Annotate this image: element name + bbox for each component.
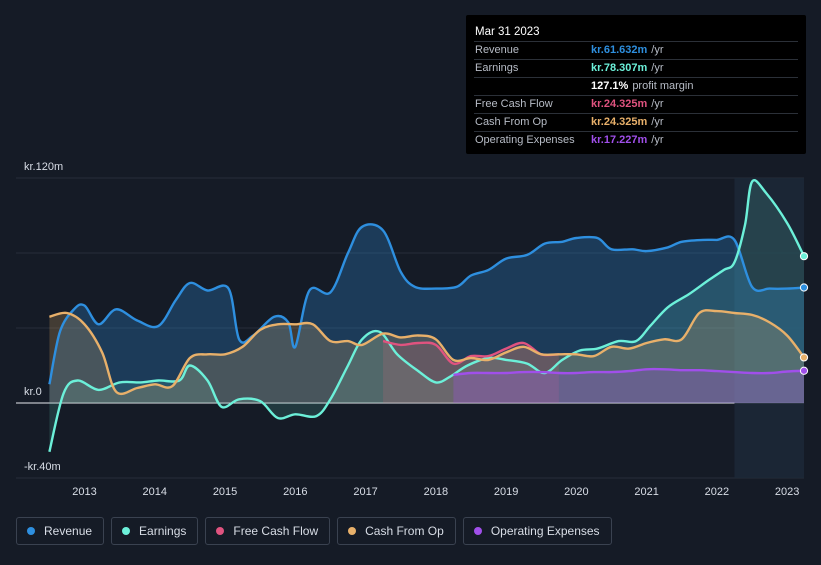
y-axis-label-top: kr.120m bbox=[24, 161, 63, 173]
tooltip-row-label: Free Cash Flow bbox=[475, 98, 553, 110]
legend-label: Cash From Op bbox=[365, 524, 444, 538]
tooltip-row-unit: /yr bbox=[651, 62, 664, 74]
earnings-line bbox=[48, 179, 806, 453]
legend-dot-icon bbox=[27, 527, 35, 535]
x-tick-label: 2016 bbox=[283, 486, 307, 498]
opex-end-marker bbox=[799, 366, 809, 375]
tooltip-row-value: kr.24.325m bbox=[591, 116, 648, 128]
tooltip-row-unit: /yr bbox=[651, 44, 664, 56]
highlight-region bbox=[734, 178, 804, 478]
opex-area bbox=[453, 369, 804, 403]
earnings-area bbox=[49, 180, 804, 452]
legend-label: Revenue bbox=[44, 524, 93, 538]
tooltip-row-label: Cash From Op bbox=[475, 116, 548, 128]
legend-label: Free Cash Flow bbox=[233, 524, 319, 538]
y-axis-label-bottom: -kr.40m bbox=[24, 461, 61, 473]
tooltip-row: 127.1% profit margin bbox=[474, 77, 798, 95]
tooltip-row-value: kr.78.307m bbox=[591, 62, 648, 74]
tooltip-row-label: Revenue bbox=[475, 44, 520, 56]
tooltip-row-unit: profit margin bbox=[632, 80, 694, 92]
tooltip-row-label: Earnings bbox=[475, 62, 519, 74]
tooltip-row-label: Operating Expenses bbox=[475, 134, 575, 146]
legend-dot-icon bbox=[216, 527, 225, 535]
legend-item-free-cash-flow[interactable]: Free Cash Flow bbox=[205, 517, 331, 545]
fcf-line bbox=[382, 339, 559, 366]
tooltip-row-unit: /yr bbox=[651, 134, 664, 146]
legend-item-cash-from-op[interactable]: Cash From Op bbox=[337, 517, 456, 545]
opex-line bbox=[453, 367, 805, 377]
revenue-area bbox=[49, 224, 804, 403]
legend-dot-icon bbox=[122, 527, 131, 535]
tooltip-row: Operating Expenses kr.17.227m/yr bbox=[474, 131, 798, 149]
tooltip-row-value: kr.24.325m bbox=[591, 98, 648, 110]
tooltip-row: Cash From Op kr.24.325m/yr bbox=[474, 113, 798, 131]
x-tick-label: 2020 bbox=[564, 486, 588, 498]
tooltip-panel: Mar 31 2023 Revenue kr.61.632m/yr Earnings… bbox=[466, 15, 806, 154]
tooltip-row-label bbox=[474, 78, 591, 95]
revenue-end-marker bbox=[799, 283, 809, 292]
legend-item-operating-expenses[interactable]: Operating Expenses bbox=[462, 517, 612, 545]
x-tick-label: 2021 bbox=[634, 486, 658, 498]
x-tick-label: 2017 bbox=[353, 486, 377, 498]
legend-item-revenue[interactable]: Revenue bbox=[16, 517, 105, 545]
tooltip-row: Earnings kr.78.307m/yr bbox=[474, 59, 798, 77]
legend: Revenue Earnings Free Cash Flow Cash From O… bbox=[16, 517, 612, 547]
legend-label: Earnings bbox=[139, 524, 187, 538]
tooltip-row: Revenue kr.61.632m/yr bbox=[474, 41, 798, 59]
legend-dot-icon bbox=[473, 527, 482, 535]
x-tick-label: 2022 bbox=[705, 486, 729, 498]
tooltip-row-unit: /yr bbox=[651, 116, 664, 128]
x-tick-label: 2023 bbox=[775, 486, 799, 498]
tooltip-row-unit: /yr bbox=[651, 98, 664, 110]
x-tick-label: 2019 bbox=[494, 486, 518, 498]
x-tick-label: 2018 bbox=[424, 486, 448, 498]
tooltip-row-value: 127.1% bbox=[591, 80, 629, 92]
tooltip-date: Mar 31 2023 bbox=[475, 26, 540, 38]
y-axis-label-zero: kr.0 bbox=[24, 386, 42, 398]
legend-item-earnings[interactable]: Earnings bbox=[111, 517, 199, 545]
tooltip-row-value: kr.61.632m bbox=[591, 44, 648, 56]
legend-dot-icon bbox=[348, 527, 357, 535]
cfo-area bbox=[49, 310, 804, 403]
tooltip-row: Free Cash Flow kr.24.325m/yr bbox=[474, 95, 798, 113]
x-tick-label: 2015 bbox=[213, 486, 237, 498]
cfo-line bbox=[49, 309, 805, 396]
x-tick-label: 2013 bbox=[72, 486, 96, 498]
legend-label: Operating Expenses bbox=[490, 524, 600, 538]
revenue-line bbox=[48, 223, 805, 385]
earnings-end-marker bbox=[799, 252, 809, 261]
x-tick-label: 2014 bbox=[143, 486, 167, 498]
cfo-end-marker bbox=[799, 353, 809, 362]
tooltip-row-value: kr.17.227m bbox=[591, 134, 648, 146]
